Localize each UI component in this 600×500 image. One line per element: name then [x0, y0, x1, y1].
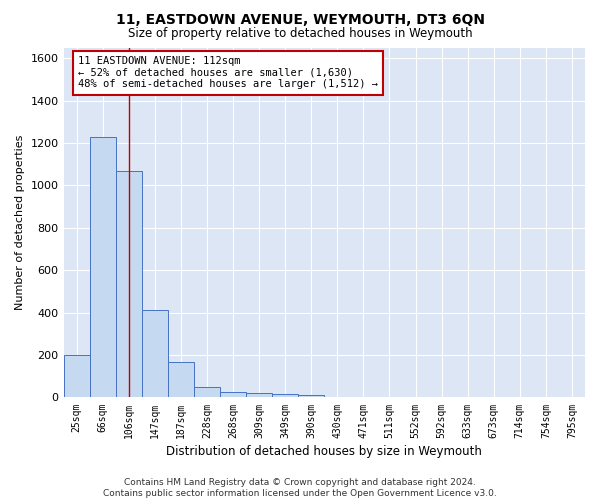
Bar — [142, 310, 168, 398]
Text: Contains HM Land Registry data © Crown copyright and database right 2024.
Contai: Contains HM Land Registry data © Crown c… — [103, 478, 497, 498]
Bar — [64, 355, 89, 398]
X-axis label: Distribution of detached houses by size in Weymouth: Distribution of detached houses by size … — [166, 444, 482, 458]
Y-axis label: Number of detached properties: Number of detached properties — [15, 135, 25, 310]
Text: 11, EASTDOWN AVENUE, WEYMOUTH, DT3 6QN: 11, EASTDOWN AVENUE, WEYMOUTH, DT3 6QN — [115, 12, 485, 26]
Text: Size of property relative to detached houses in Weymouth: Size of property relative to detached ho… — [128, 28, 472, 40]
Bar — [89, 136, 116, 398]
Bar — [194, 388, 220, 398]
Bar — [168, 362, 194, 398]
Bar — [246, 393, 272, 398]
Text: 11 EASTDOWN AVENUE: 112sqm
← 52% of detached houses are smaller (1,630)
48% of s: 11 EASTDOWN AVENUE: 112sqm ← 52% of deta… — [78, 56, 378, 90]
Bar — [298, 394, 324, 398]
Bar — [220, 392, 246, 398]
Bar — [272, 394, 298, 398]
Bar — [116, 170, 142, 398]
